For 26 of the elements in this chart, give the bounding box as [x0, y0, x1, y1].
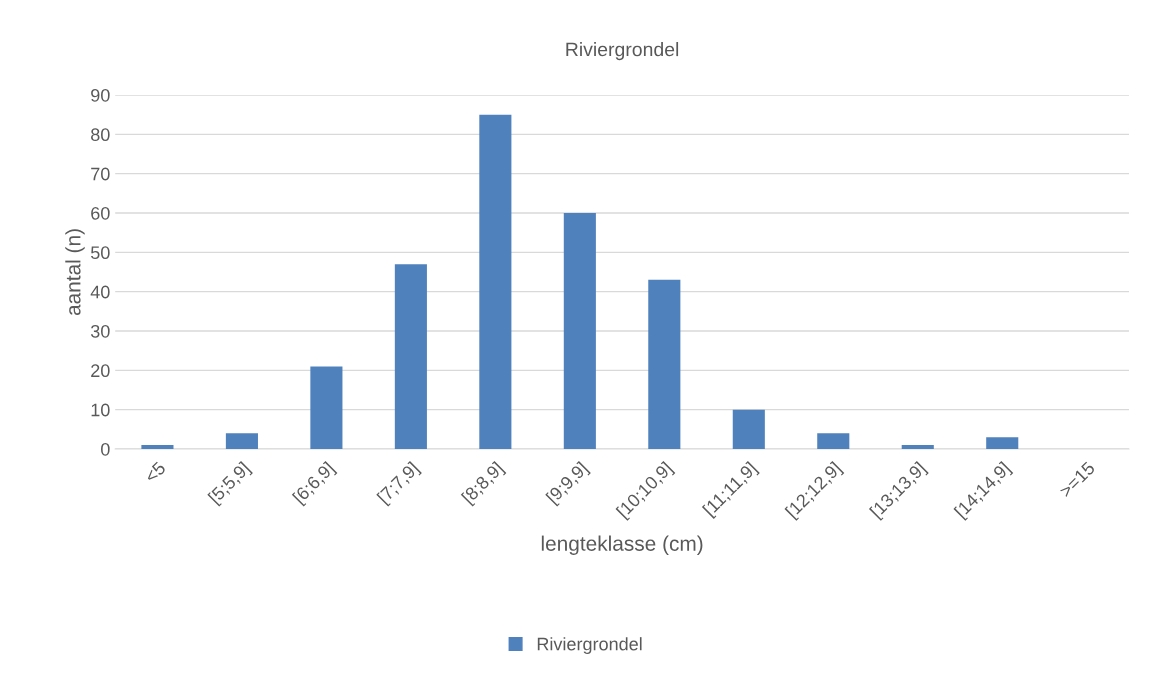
bar	[901, 445, 934, 449]
y-tick-label: 90	[91, 88, 110, 102]
y-tick-label: 40	[90, 285, 110, 299]
bar	[310, 366, 343, 449]
y-tick-label: 10	[91, 403, 110, 417]
bar	[394, 264, 427, 449]
bar	[817, 433, 850, 449]
y-tick-label: 0	[101, 442, 110, 456]
bar	[479, 114, 512, 449]
x-axis-title: lengteklasse (cm)	[541, 535, 703, 556]
y-tick-label: 20	[91, 364, 110, 378]
y-tick-label: 60	[91, 206, 110, 220]
bar	[225, 433, 258, 449]
y-tick-label: 70	[91, 167, 110, 181]
x-tick-label: <5	[143, 461, 167, 484]
chart-title: Riviergrondel	[566, 42, 679, 61]
y-tick-label: 80	[91, 128, 110, 142]
bar	[141, 445, 174, 449]
y-tick-label: 50	[90, 246, 110, 260]
legend-label: Riviergrondel	[537, 637, 642, 654]
bar	[986, 437, 1019, 449]
bar	[563, 213, 596, 449]
y-axis-title: aantal (n)	[65, 229, 85, 316]
bar	[648, 279, 681, 449]
bar	[732, 409, 765, 449]
y-tick-label: 30	[90, 324, 110, 338]
